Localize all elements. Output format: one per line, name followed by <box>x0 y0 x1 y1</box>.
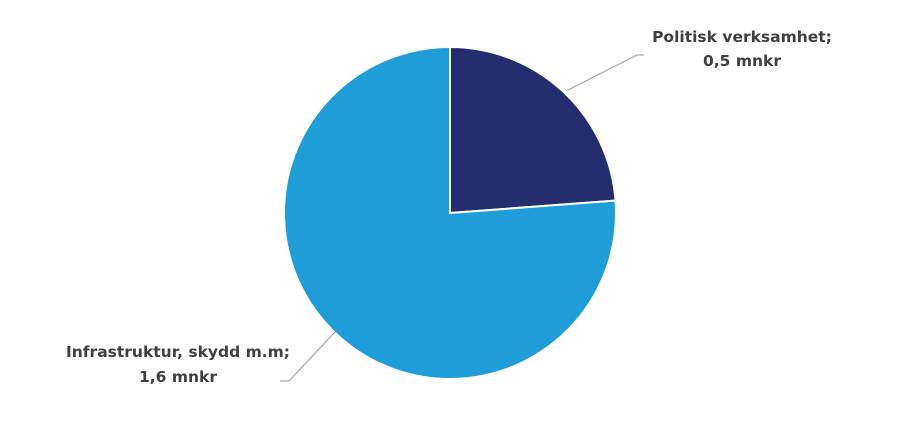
pie-slice-1 <box>283 45 617 380</box>
label-infrastruktur-value: 1,6 mnkr <box>139 368 217 386</box>
leader-line-politisk <box>565 54 644 92</box>
label-politisk-name: Politisk verksamhet; <box>652 28 832 46</box>
label-infrastruktur-name: Infrastruktur, skydd m.m; <box>66 343 290 361</box>
label-politisk-value: 0,5 mnkr <box>703 52 781 70</box>
leader-line-infrastruktur <box>280 331 336 382</box>
pie-slice-0 <box>449 45 617 215</box>
